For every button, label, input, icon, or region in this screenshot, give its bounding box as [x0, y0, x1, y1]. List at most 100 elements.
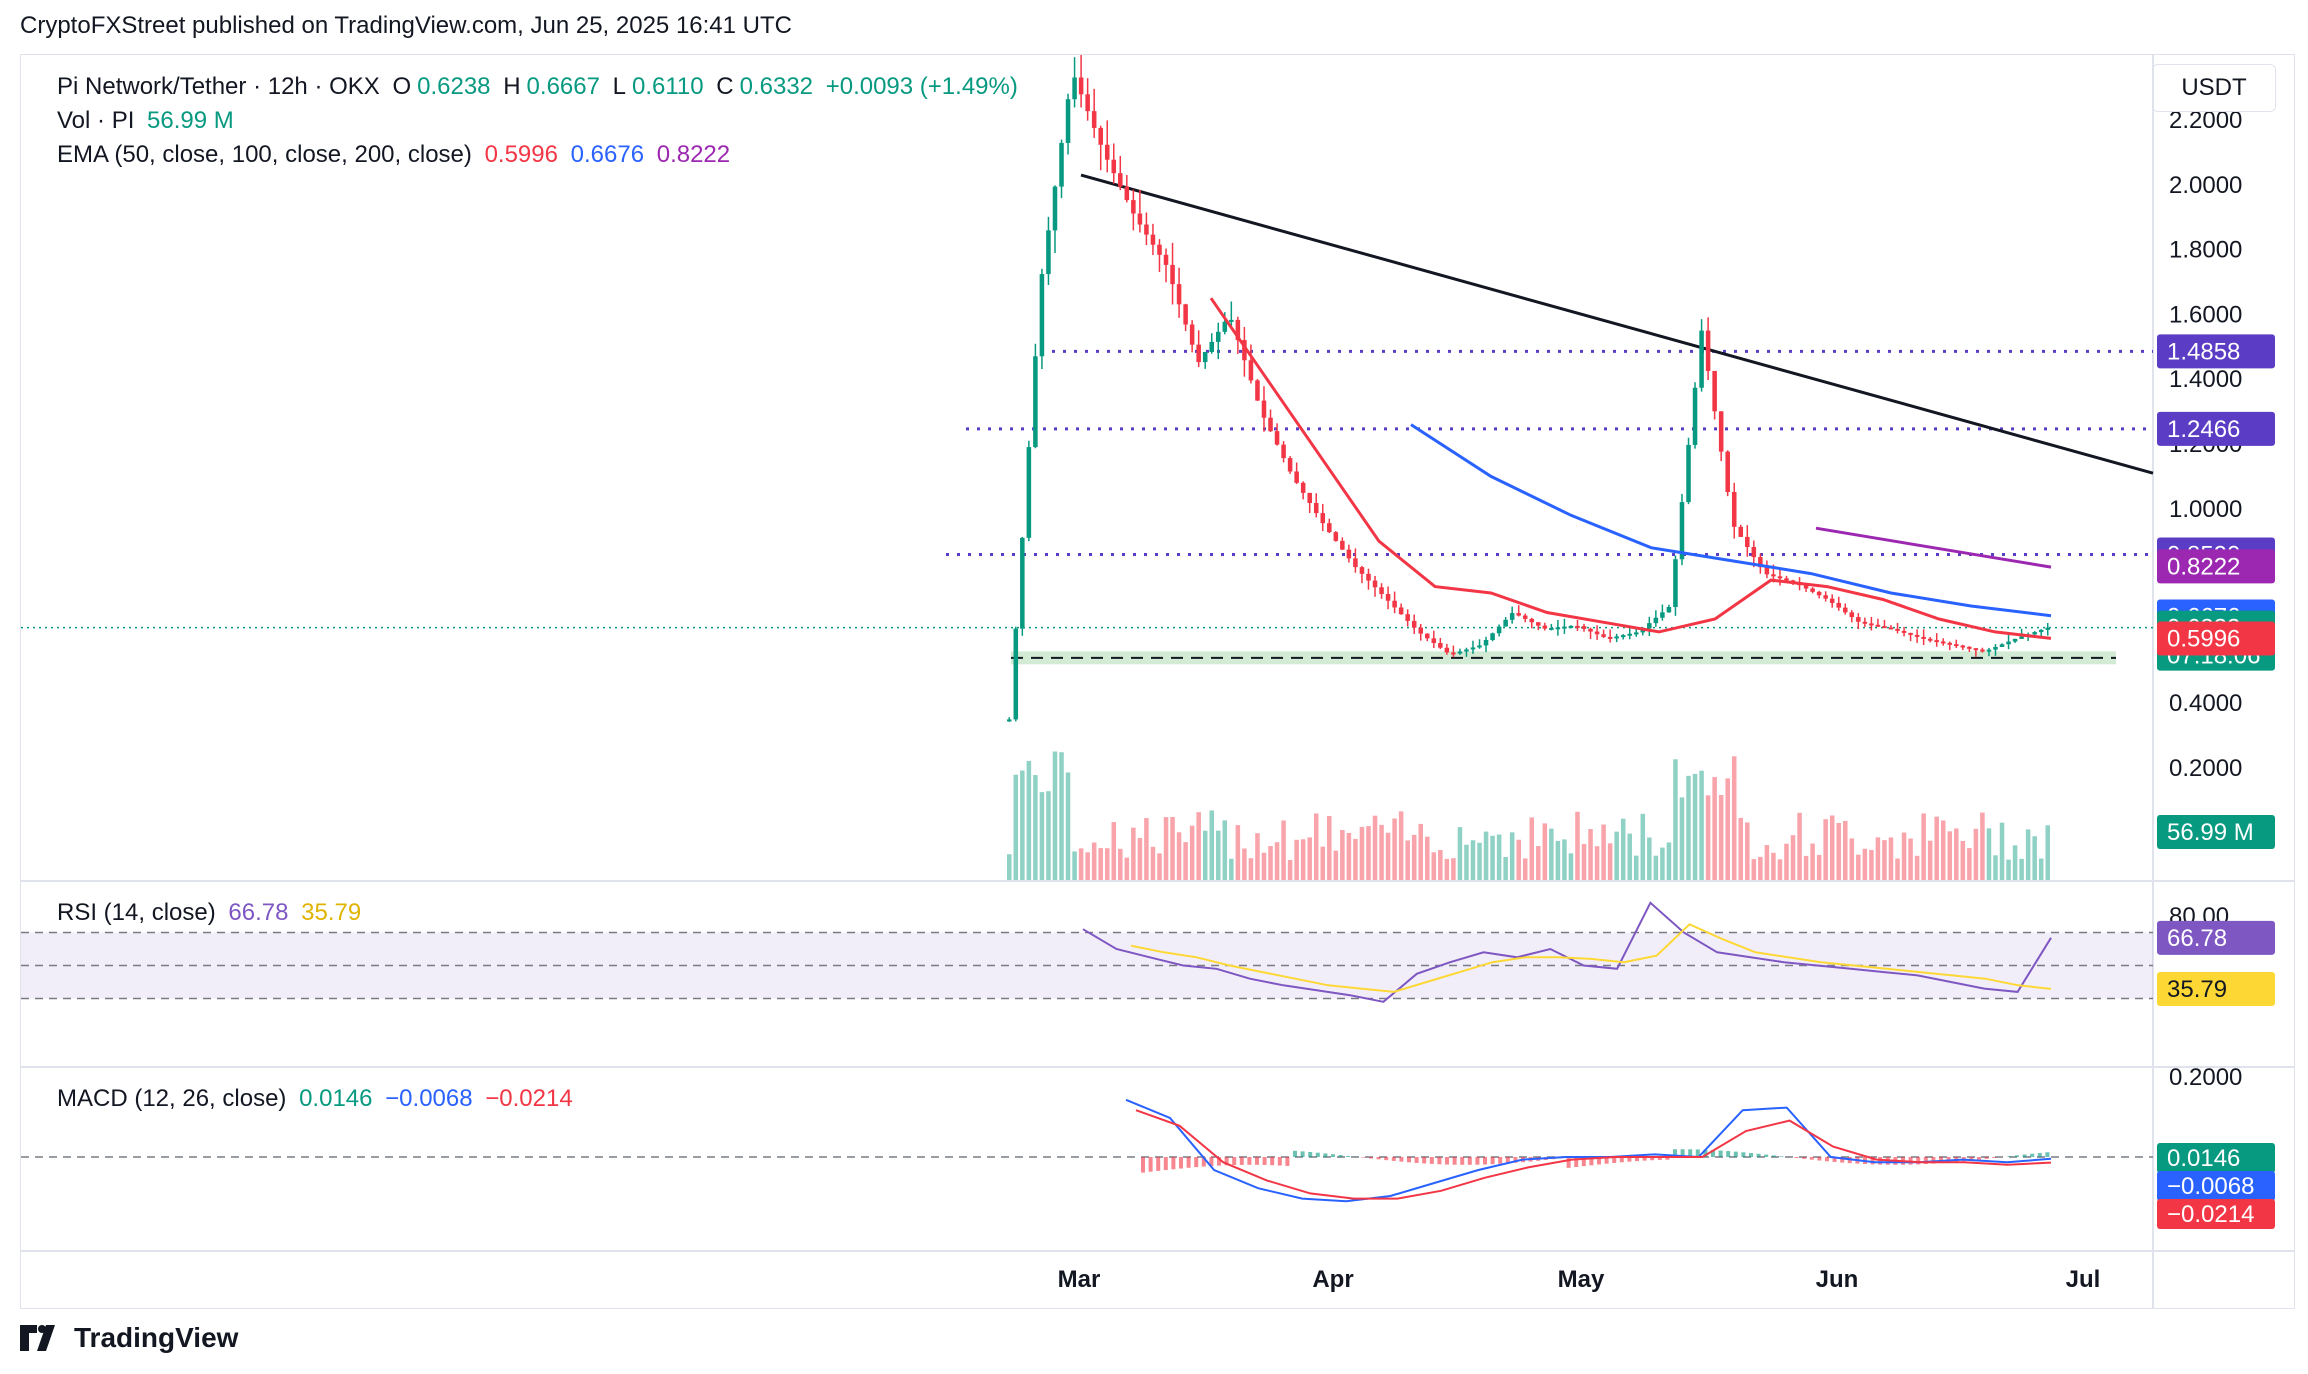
- macd-histogram-bar: [1270, 1157, 1275, 1166]
- volume-bar: [1692, 773, 1698, 880]
- macd-histogram-bar: [1338, 1155, 1343, 1157]
- descending-trendline: [1080, 173, 2154, 475]
- macd-histogram-bar: [2037, 1152, 2042, 1157]
- candle-body: [2006, 641, 2011, 645]
- candle-body: [1745, 536, 1750, 548]
- volume-bar: [1607, 843, 1613, 880]
- rsi-axis-badge: 35.79: [2157, 971, 2275, 1006]
- volume-bar: [1261, 852, 1267, 880]
- price-tick-label: 0.2000: [2169, 755, 2242, 782]
- candle-body: [1470, 647, 1476, 650]
- candle-body: [1490, 633, 1495, 640]
- volume-bar: [1699, 770, 1704, 880]
- macd-histogram-bar: [1604, 1157, 1609, 1164]
- volume-bar: [1150, 846, 1156, 880]
- volume-bar: [1980, 812, 1985, 880]
- macd-histogram-bar: [1688, 1149, 1693, 1157]
- volume-bar: [1862, 848, 1868, 880]
- candle-body: [1660, 612, 1665, 618]
- macd-histogram-bar: [1331, 1154, 1335, 1157]
- candle-body: [1940, 641, 1946, 644]
- candle-body: [1764, 567, 1770, 575]
- volume-bar: [1725, 778, 1730, 880]
- macd-histogram-bar: [1984, 1157, 1989, 1159]
- candle-body: [1588, 628, 1593, 632]
- volume-bar: [1091, 842, 1097, 880]
- open-value: 0.6238: [417, 73, 491, 100]
- volume-bar: [1647, 837, 1652, 880]
- macd-axis-badge-label: 0.0146: [2167, 1145, 2240, 1172]
- candle-body: [1281, 444, 1286, 459]
- candle-body: [1562, 626, 1567, 629]
- candle-body: [1601, 634, 1606, 637]
- macd-histogram-bar: [1460, 1157, 1465, 1165]
- macd-histogram-bar: [1445, 1157, 1449, 1165]
- macd-histogram-bar: [1635, 1157, 1639, 1162]
- volume-bar: [1098, 848, 1103, 880]
- macd-histogram-bar: [1308, 1151, 1313, 1157]
- candle-body: [1137, 213, 1143, 225]
- volume-bar: [1137, 838, 1143, 880]
- volume-bar: [1712, 777, 1717, 880]
- volume-bar: [1640, 813, 1646, 880]
- volume-bar: [2025, 829, 2031, 880]
- volume-bar: [1758, 856, 1763, 880]
- candle-body: [1921, 636, 1926, 639]
- ema50-value: 0.5996: [484, 141, 558, 168]
- volume-bar: [1679, 797, 1685, 880]
- candle-body: [1313, 502, 1319, 514]
- volume-bar: [1307, 837, 1312, 880]
- candle-body: [1209, 341, 1214, 352]
- volume-bar: [1536, 846, 1541, 880]
- macd-histogram-bar: [1916, 1157, 1921, 1165]
- macd-histogram-bar: [1840, 1157, 1845, 1163]
- candle-body: [1418, 627, 1423, 634]
- ema100-value: 0.6676: [570, 141, 645, 168]
- volume-bar: [1183, 842, 1188, 880]
- currency-selector[interactable]: USDT: [2152, 64, 2276, 112]
- volume-bar: [1575, 811, 1580, 880]
- candle-body: [1078, 77, 1084, 95]
- candle-body: [1771, 574, 1776, 577]
- volume-bar: [1392, 818, 1397, 880]
- time-tick-label: Jun: [1816, 1266, 1859, 1293]
- candle-body: [1934, 640, 1939, 643]
- footer-brand-label: TradingView: [74, 1322, 239, 1353]
- macd-histogram-bar: [2007, 1156, 2012, 1157]
- candle-body: [1836, 602, 1841, 608]
- volume-bar: [2038, 858, 2044, 880]
- macd-histogram-bar: [1650, 1157, 1655, 1161]
- macd-histogram-bar: [1642, 1157, 1647, 1161]
- volume-bar: [1666, 842, 1672, 880]
- volume-axis-badge: 56.99 M: [2157, 815, 2275, 849]
- macd-histogram-bar: [1285, 1157, 1290, 1166]
- macd-histogram-bar: [1673, 1149, 1677, 1157]
- macd-histogram-bar: [1156, 1157, 1161, 1171]
- macd-histogram-bar: [1201, 1157, 1206, 1167]
- candle-body: [1457, 651, 1463, 654]
- volume-bar: [1836, 823, 1841, 880]
- macd-histogram-bar: [1794, 1157, 1799, 1159]
- footer-brand[interactable]: TradingView: [20, 1322, 238, 1354]
- macd-histogram-bar: [1771, 1155, 1776, 1157]
- volume-bar: [1516, 839, 1521, 880]
- volume-bar: [1843, 820, 1848, 880]
- volume-bar: [1634, 855, 1639, 880]
- candle-body: [1647, 623, 1652, 629]
- volume-bar: [1614, 831, 1619, 880]
- volume-bar: [1425, 836, 1430, 880]
- volume-bar: [1281, 820, 1286, 880]
- candle-body: [1725, 451, 1730, 492]
- candle-body: [1967, 646, 1972, 649]
- macd-histogram-bar: [1391, 1157, 1396, 1161]
- macd-histogram-bar: [1589, 1157, 1594, 1166]
- candle-body: [1333, 532, 1339, 541]
- volume-bar: [1405, 840, 1410, 880]
- volume-bar: [1176, 832, 1182, 880]
- macd-axis-badge: 0.0146: [2157, 1143, 2275, 1173]
- candle-body: [1751, 547, 1757, 558]
- volume-bar: [1189, 825, 1195, 880]
- chart-canvas[interactable]: 2.20002.00001.80001.60001.40001.20001.00…: [21, 55, 2294, 1308]
- macd-histogram-bar: [2022, 1154, 2027, 1157]
- low-label: L: [612, 73, 626, 100]
